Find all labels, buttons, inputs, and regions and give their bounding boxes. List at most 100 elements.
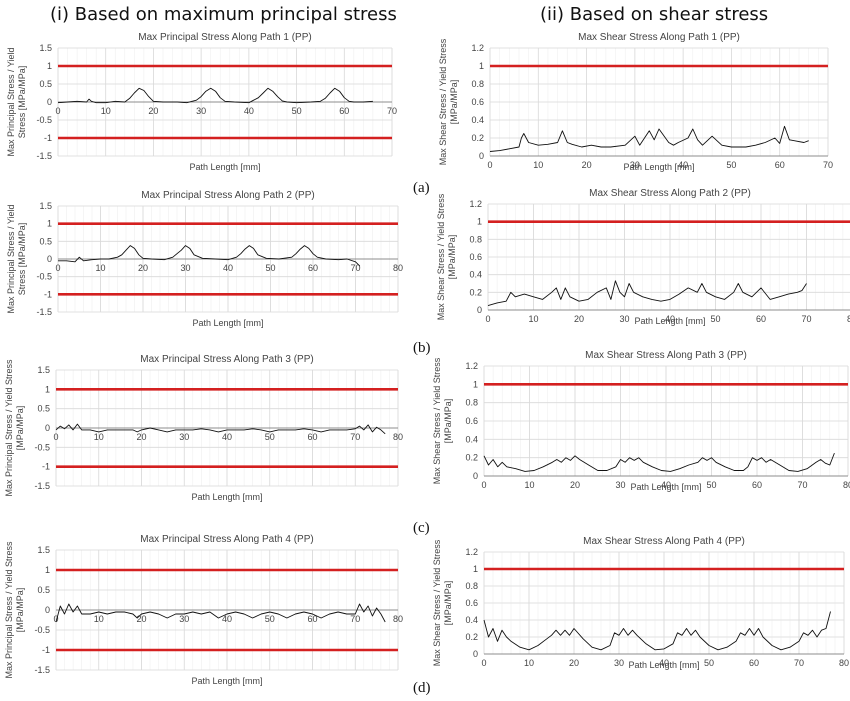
x-tick-label: 30 [630, 160, 640, 170]
x-tick-label: 50 [265, 614, 275, 624]
x-tick-label: 80 [393, 614, 403, 624]
chart-title: Max Principal Stress Along Path 3 (PP) [140, 354, 313, 365]
x-axis-label: Path Length [mm] [623, 162, 694, 172]
x-tick-label: 20 [574, 314, 584, 324]
y-tick-label: 0.8 [469, 234, 482, 244]
y-tick-label: 0.2 [465, 453, 478, 463]
y-tick-label: -0.5 [34, 442, 50, 452]
y-axis-label: Max Principal Stress / Yield Stress[MPa/… [4, 541, 25, 679]
y-axis-label: Max Shear Stress / Yield Stress[MPa/MPa] [432, 539, 453, 666]
y-tick-label: 0.8 [471, 79, 484, 89]
x-tick-label: 70 [350, 432, 360, 442]
y-tick-label: 0 [473, 649, 478, 659]
y-tick-label: 1 [477, 217, 482, 227]
x-tick-label: 80 [843, 480, 850, 490]
x-tick-label: 10 [524, 658, 534, 668]
x-tick-label: 20 [136, 614, 146, 624]
panel-tag-a: (a) [413, 180, 430, 196]
y-tick-label: 0.8 [465, 398, 478, 408]
stress-series-line [55, 423, 386, 435]
y-axis-label: Max Shear Stress / Yield Stress[MPa/MPa] [432, 357, 453, 484]
x-tick-label: 10 [94, 614, 104, 624]
y-tick-label: 0.8 [465, 581, 478, 591]
x-tick-label: 0 [55, 106, 60, 116]
panel-tag-b: (b) [413, 340, 431, 356]
y-tick-label: 0 [479, 151, 484, 161]
chart-title: Max Shear Stress Along Path 4 (PP) [583, 536, 745, 547]
x-tick-label: 10 [101, 106, 111, 116]
stress-series-line [57, 87, 373, 104]
y-axis-label: Max Principal Stress / YieldStress [MPa/… [6, 47, 27, 156]
right-column-heading: (ii) Based on shear stress [540, 4, 769, 25]
y-tick-label: 0.6 [471, 97, 484, 107]
x-tick-label: 50 [706, 480, 716, 490]
x-tick-label: 40 [665, 314, 675, 324]
x-tick-label: 70 [350, 263, 360, 273]
x-tick-label: 40 [678, 160, 688, 170]
stress-series-line [487, 280, 807, 307]
x-tick-label: 50 [726, 160, 736, 170]
x-tick-label: 0 [53, 614, 58, 624]
y-tick-label: 1 [47, 61, 52, 71]
y-tick-label: -1 [42, 645, 50, 655]
y-tick-label: 0.4 [465, 615, 478, 625]
y-axis-label: Max Shear Stress / Yield Stress[MPa/MPa] [436, 193, 457, 320]
chart-title: Max Shear Stress Along Path 3 (PP) [585, 350, 747, 361]
chart-shear-path-2: Max Shear Stress Along Path 2 (PP) 1.2 1 0.… [436, 188, 850, 326]
y-axis-label: Max Principal Stress / YieldStress [MPa/… [6, 204, 27, 313]
chart-title: Max Shear Stress Along Path 2 (PP) [589, 188, 751, 199]
x-tick-label: 10 [528, 314, 538, 324]
y-tick-label: 0 [47, 97, 52, 107]
y-tick-label: -1.5 [36, 307, 52, 317]
y-tick-label: 1 [473, 564, 478, 574]
x-tick-label: 50 [265, 432, 275, 442]
y-tick-label: -0.5 [34, 625, 50, 635]
x-axis-label: Path Length [mm] [628, 660, 699, 670]
x-tick-label: 50 [704, 658, 714, 668]
x-tick-label: 0 [481, 480, 486, 490]
x-axis-label: Path Length [mm] [634, 316, 705, 326]
y-tick-label: -0.5 [36, 272, 52, 282]
stress-series-line [489, 125, 809, 152]
chart-title: Max Principal Stress Along Path 1 (PP) [138, 32, 311, 43]
y-tick-label: 0 [45, 605, 50, 615]
x-tick-label: 30 [619, 314, 629, 324]
y-tick-label: -1 [42, 462, 50, 472]
x-axis-label: Path Length [mm] [192, 318, 263, 328]
y-tick-label: -1 [44, 133, 52, 143]
chart-title: Max Principal Stress Along Path 4 (PP) [140, 534, 313, 545]
x-tick-label: 70 [797, 480, 807, 490]
major-gridlines [489, 47, 829, 157]
x-tick-label: 0 [485, 314, 490, 324]
y-tick-label: -0.5 [36, 115, 52, 125]
chart-title: Max Principal Stress Along Path 2 (PP) [141, 190, 314, 201]
x-tick-label: 0 [487, 160, 492, 170]
x-tick-label: 20 [569, 658, 579, 668]
y-tick-label: 0.2 [465, 632, 478, 642]
x-tick-label: 60 [756, 314, 766, 324]
y-axis-label: Max Principal Stress / Yield Stress[MPa/… [4, 359, 25, 497]
x-tick-label: 40 [222, 432, 232, 442]
chart-principal-path-3: Max Principal Stress Along Path 3 (PP) 1.… [4, 354, 403, 502]
y-tick-label: 0 [45, 423, 50, 433]
y-tick-label: 0.4 [465, 434, 478, 444]
y-tick-label: -1.5 [34, 665, 50, 675]
y-tick-label: 0.5 [37, 585, 50, 595]
y-tick-label: 1 [473, 379, 478, 389]
y-tick-label: 1.2 [465, 361, 478, 371]
x-axis-label: Path Length [mm] [191, 676, 262, 686]
y-tick-label: 0.5 [39, 236, 52, 246]
x-tick-label: 60 [307, 432, 317, 442]
x-tick-label: 40 [244, 106, 254, 116]
x-tick-label: 10 [95, 263, 105, 273]
y-tick-label: 0.4 [471, 115, 484, 125]
x-tick-label: 50 [710, 314, 720, 324]
y-tick-label: 1.2 [469, 199, 482, 209]
x-tick-label: 40 [659, 658, 669, 668]
x-tick-label: 10 [533, 160, 543, 170]
y-tick-label: 0.6 [465, 416, 478, 426]
y-tick-label: 1 [47, 219, 52, 229]
x-tick-label: 70 [794, 658, 804, 668]
x-tick-label: 30 [179, 432, 189, 442]
chart-principal-path-4: Max Principal Stress Along Path 4 (PP) 1.… [4, 534, 403, 686]
